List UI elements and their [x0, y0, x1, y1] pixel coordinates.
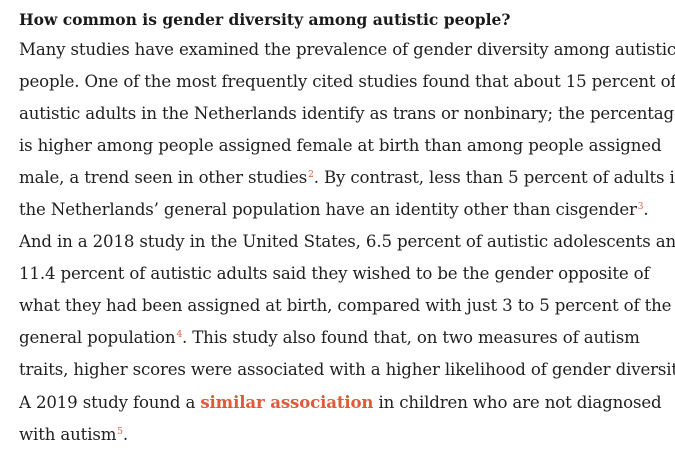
paragraph-line: 11.4 percent of autistic adults said the… — [19, 264, 650, 283]
article-paragraph: Many studies have examined the prevalenc… — [19, 34, 675, 451]
line-text: . — [643, 200, 649, 219]
line-text: male, a trend seen in other studies — [19, 168, 308, 187]
similar-association-link[interactable]: similar association — [200, 392, 374, 412]
line-text: in children who are not diagnosed — [373, 393, 662, 412]
paragraph-line: autistic adults in the Netherlands ident… — [19, 104, 675, 123]
paragraph-line: And in a 2018 study in the United States… — [19, 232, 675, 251]
article-section: How common is gender diversity among aut… — [19, 9, 675, 451]
footnote-ref-4[interactable]: 4 — [176, 330, 183, 340]
line-text: . This study also found that, on two mea… — [182, 328, 640, 347]
line-text: the Netherlands’ general population have… — [19, 200, 637, 219]
line-text: . By contrast, less than 5 percent of ad… — [313, 168, 675, 187]
section-heading: How common is gender diversity among aut… — [19, 10, 511, 29]
paragraph-line: male, a trend seen in other studies2. By… — [19, 162, 675, 194]
footnote-ref-3[interactable]: 3 — [637, 202, 644, 212]
paragraph-line: the Netherlands’ general population have… — [19, 194, 669, 226]
paragraph-line: what they had been assigned at birth, co… — [19, 296, 672, 315]
footnote-ref-2[interactable]: 2 — [308, 170, 314, 180]
paragraph-line: people. One of the most frequently cited… — [19, 72, 675, 91]
line-text: . — [122, 425, 128, 444]
paragraph-line: is higher among people assigned female a… — [19, 136, 662, 155]
paragraph-line: traits, higher scores were associated wi… — [19, 360, 675, 379]
paragraph-line: with autism5. — [19, 419, 669, 451]
paragraph-line: A 2019 study found a similar association… — [19, 386, 669, 419]
paragraph-line: Many studies have examined the prevalenc… — [19, 40, 675, 59]
line-text: with autism — [19, 425, 117, 444]
line-text: general population — [19, 328, 176, 347]
paragraph-line: general population4. This study also fou… — [19, 322, 669, 354]
footnote-ref-5[interactable]: 5 — [117, 427, 123, 437]
line-text: A 2019 study found a — [19, 393, 201, 412]
